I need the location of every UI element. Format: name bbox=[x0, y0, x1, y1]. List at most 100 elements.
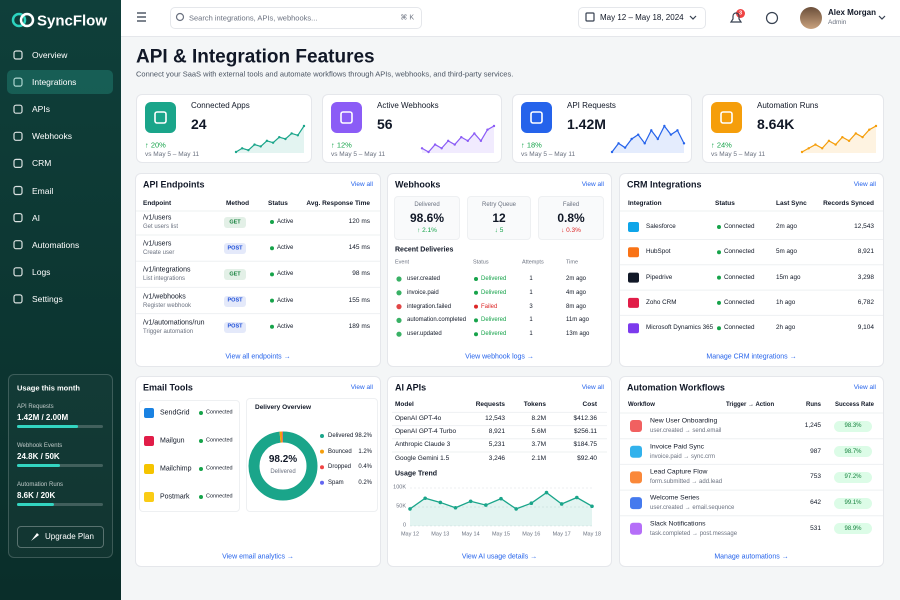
stat-value: 98.6% bbox=[409, 211, 445, 225]
subsection-title: Recent Deliveries bbox=[395, 246, 454, 254]
kpi-label: Active Webhooks bbox=[377, 101, 439, 110]
donut-center-value: 98.2% bbox=[268, 454, 298, 465]
nav-item[interactable]: Overview bbox=[32, 49, 68, 60]
view-all-link[interactable]: View all bbox=[581, 180, 604, 188]
panel-footer-link[interactable]: View email analytics → bbox=[222, 553, 294, 561]
table-cell: OpenAI GPT-4o bbox=[395, 414, 442, 422]
view-all-link[interactable]: View all bbox=[853, 180, 876, 188]
kpi-icon bbox=[711, 102, 742, 133]
x-tick-label: May 17 bbox=[552, 531, 571, 538]
records: 3,298 bbox=[857, 273, 874, 281]
legend-value: 0.2% bbox=[358, 479, 372, 486]
method-badge bbox=[224, 269, 246, 281]
crm-name: Zoho CRM bbox=[646, 298, 677, 306]
table-cell: $412.36 bbox=[573, 414, 598, 422]
donut-center-label: Delivered bbox=[270, 469, 296, 475]
stat-label: Delivered bbox=[414, 202, 440, 208]
usage-box bbox=[8, 374, 113, 558]
panel-footer-link[interactable]: View AI usage details → bbox=[461, 553, 538, 561]
workflow-trigger: invoice.paid → sync.crm bbox=[650, 453, 716, 460]
nav-item[interactable]: Integrations bbox=[32, 76, 77, 87]
column-header: Status bbox=[715, 199, 735, 207]
column-header: Trigger → Action bbox=[726, 402, 775, 408]
endpoint-desc: Register webhook bbox=[143, 302, 192, 309]
endpoint-path: /v1/webhooks bbox=[143, 293, 186, 301]
workflow-trigger: task.completed → post.message bbox=[650, 530, 738, 537]
panel-card bbox=[135, 173, 381, 367]
workflow-runs: 987 bbox=[810, 447, 821, 455]
view-all-link[interactable]: View all bbox=[853, 383, 876, 391]
records: 12,543 bbox=[854, 222, 874, 230]
response-time: 98 ms bbox=[352, 270, 370, 278]
attempts: 1 bbox=[529, 276, 533, 282]
nav-item[interactable]: APIs bbox=[32, 103, 50, 114]
status: Active bbox=[277, 323, 294, 330]
panel-footer-link[interactable]: Manage automations → bbox=[714, 553, 789, 561]
crm-status: Connected bbox=[724, 298, 755, 306]
kpi-value: 8.64K bbox=[757, 116, 795, 132]
avatar[interactable] bbox=[800, 7, 822, 29]
table-cell: 5,231 bbox=[488, 441, 505, 449]
last-sync: 5m ago bbox=[776, 248, 798, 256]
table-cell: 5.6M bbox=[531, 427, 546, 435]
records: 9,104 bbox=[857, 323, 874, 331]
kpi-value: 1.42M bbox=[567, 116, 606, 132]
kpi-change: ↑ 12% bbox=[331, 140, 352, 150]
panel-card bbox=[387, 376, 612, 567]
legend-value: 1.2% bbox=[358, 448, 372, 455]
endpoint-desc: List integrations bbox=[143, 276, 186, 283]
usage-title: Usage this month bbox=[17, 383, 80, 393]
view-all-link[interactable]: View all bbox=[350, 383, 373, 391]
nav-item[interactable]: AI bbox=[32, 212, 41, 223]
workflow-runs: 642 bbox=[810, 498, 821, 506]
subsection-title: Delivery Overview bbox=[255, 403, 312, 411]
nav-item[interactable]: Email bbox=[32, 185, 54, 196]
workflow-name: Lead Capture Flow bbox=[650, 468, 708, 476]
workflow-trigger: user.created → send.email bbox=[650, 428, 722, 434]
success-rate: 98.7% bbox=[844, 448, 862, 455]
date-picker[interactable] bbox=[578, 7, 706, 29]
kpi-icon bbox=[521, 102, 552, 133]
upgrade-button[interactable] bbox=[17, 526, 104, 548]
method-badge bbox=[224, 217, 246, 228]
nav-item[interactable]: Automations bbox=[32, 239, 80, 250]
view-all-link[interactable]: View all bbox=[581, 383, 604, 391]
usage-value: 24.8K / 50K bbox=[17, 452, 60, 461]
last-sync: 2m ago bbox=[776, 222, 798, 230]
panel-title: AI APIs bbox=[395, 382, 427, 393]
crm-status: Connected bbox=[724, 273, 755, 281]
view-all-link[interactable]: View all bbox=[350, 180, 373, 188]
crm-name: Salesforce bbox=[646, 222, 676, 230]
stat-change: ↑ 2.1% bbox=[417, 226, 437, 234]
nav-item[interactable]: Logs bbox=[32, 266, 51, 277]
records: 8,921 bbox=[857, 248, 874, 256]
nav-item[interactable]: Settings bbox=[32, 293, 63, 304]
panel-footer-link[interactable]: Manage CRM integrations → bbox=[706, 353, 797, 361]
stat-value: 0.8% bbox=[557, 211, 585, 225]
upgrade-text[interactable]: Upgrade Plan bbox=[45, 532, 94, 541]
status: Active bbox=[277, 245, 294, 252]
search-box[interactable] bbox=[170, 7, 422, 29]
nav-item[interactable]: Webhooks bbox=[32, 131, 73, 142]
column-header: Attempts bbox=[522, 259, 544, 266]
column-header: Status bbox=[268, 199, 288, 207]
table-cell: 8.2M bbox=[531, 414, 546, 422]
rate-badge bbox=[834, 497, 872, 509]
nav-item[interactable]: CRM bbox=[32, 158, 52, 169]
panel-footer-link[interactable]: View all endpoints → bbox=[225, 353, 291, 361]
y-tick-label: 100K bbox=[393, 484, 406, 491]
table-cell: $184.75 bbox=[573, 441, 598, 449]
column-header: Last Sync bbox=[776, 199, 807, 207]
rate-badge bbox=[834, 420, 872, 432]
status: Active bbox=[277, 297, 294, 304]
table-cell: $256.11 bbox=[573, 427, 597, 435]
x-tick-label: May 18 bbox=[582, 531, 602, 538]
stat-change: ↓ 0.3% bbox=[561, 226, 581, 234]
x-tick-label: May 15 bbox=[491, 531, 511, 538]
kpi-label: Automation Runs bbox=[757, 101, 819, 110]
rate-badge bbox=[834, 446, 872, 458]
kpi-compare: vs May 5 – May 11 bbox=[711, 150, 766, 158]
search-placeholder: Search integrations, APIs, webhooks... bbox=[189, 13, 318, 23]
delivery-time: 4m ago bbox=[566, 289, 587, 296]
panel-footer-link[interactable]: View webhook logs → bbox=[465, 353, 534, 361]
